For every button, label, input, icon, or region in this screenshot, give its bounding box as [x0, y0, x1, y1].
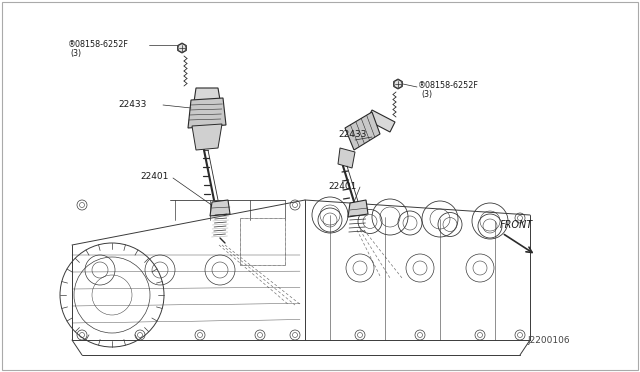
Text: 22433: 22433: [338, 130, 366, 139]
Polygon shape: [194, 88, 220, 102]
Polygon shape: [210, 200, 230, 216]
Text: FRONT: FRONT: [500, 220, 533, 230]
Text: (3): (3): [70, 49, 81, 58]
Text: 22401: 22401: [328, 182, 356, 191]
Polygon shape: [338, 148, 355, 168]
Polygon shape: [348, 200, 368, 217]
Text: ®08158-6252F: ®08158-6252F: [68, 40, 129, 49]
Polygon shape: [367, 110, 395, 132]
Text: (3): (3): [421, 90, 432, 99]
Polygon shape: [345, 112, 380, 150]
Polygon shape: [394, 79, 403, 89]
Text: 22433: 22433: [118, 100, 147, 109]
Text: ®08158-6252F: ®08158-6252F: [418, 81, 479, 90]
Polygon shape: [178, 43, 186, 53]
Text: 22401: 22401: [140, 172, 168, 181]
FancyArrowPatch shape: [504, 234, 532, 253]
Text: J2200106: J2200106: [527, 336, 570, 345]
Polygon shape: [192, 124, 222, 150]
Polygon shape: [188, 98, 226, 128]
